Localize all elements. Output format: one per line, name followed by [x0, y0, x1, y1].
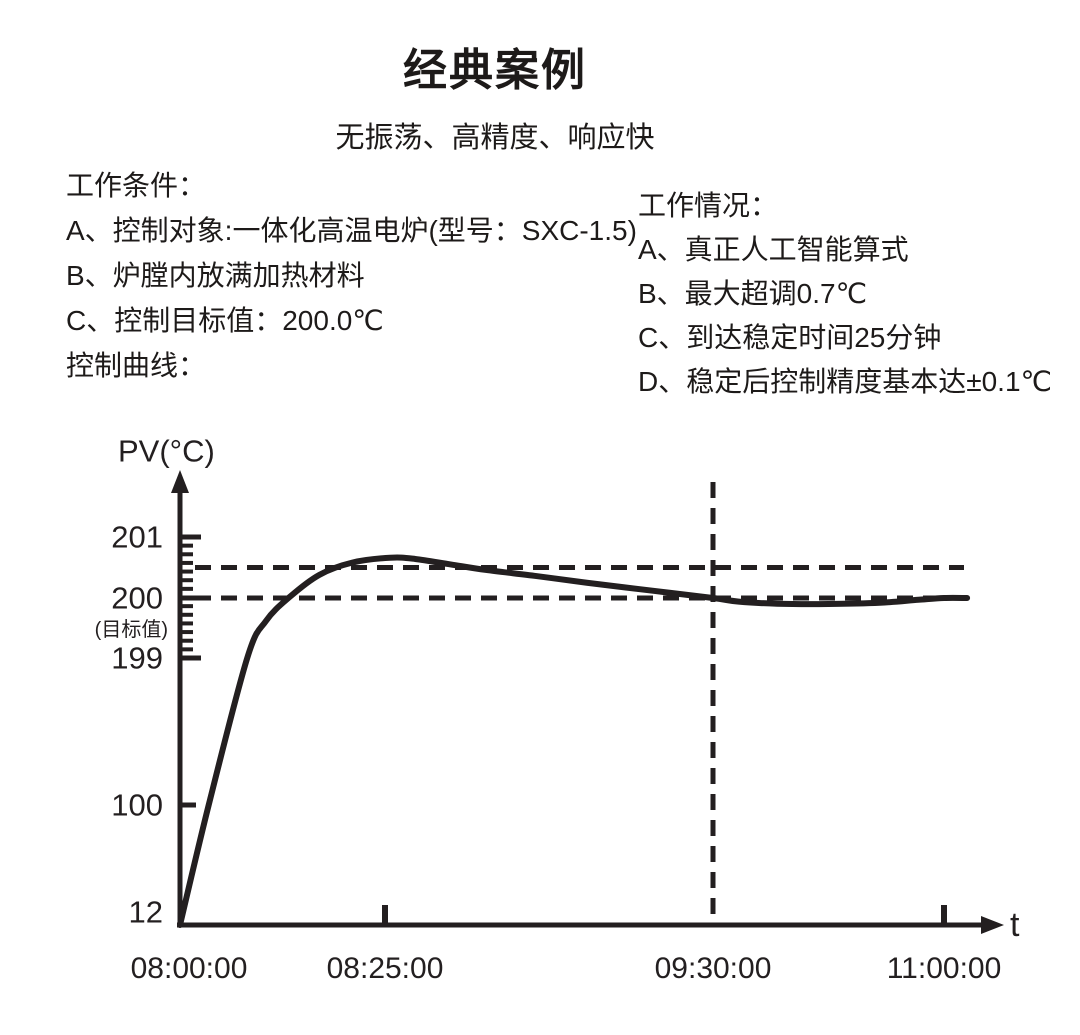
x-axis-title: t — [1010, 906, 1020, 944]
x-tick-label: 09:30:00 — [655, 952, 772, 985]
result-item-b: B、最大超调0.7℃ — [638, 278, 868, 309]
x-tick-label: 08:00:00 — [131, 952, 248, 985]
working-results-block: 工作情况： A、真正人工智能算式 B、最大超调0.7℃ C、到达稳定时间25分钟… — [638, 184, 1052, 404]
working-conditions-block: 工作条件： A、控制对象:一体化高温电炉(型号：SXC-1.5) B、炉膛内放满… — [66, 163, 637, 388]
y-target-note: (目标值) — [95, 618, 168, 641]
y-tick-label: 100 — [111, 788, 163, 823]
conditions-heading: 工作条件： — [66, 170, 207, 201]
x-tick-label: 08:25:00 — [327, 952, 444, 985]
condition-item-a: A、控制对象:一体化高温电炉(型号：SXC-1.5) — [66, 215, 637, 246]
page-title: 经典案例 — [403, 46, 587, 95]
pv-curve — [177, 554, 971, 928]
y-tick-label: 199 — [111, 641, 163, 676]
y-tick-label: 200 — [111, 581, 163, 616]
results-heading: 工作情况： — [638, 190, 779, 221]
y-tick-label: 201 — [111, 520, 163, 555]
result-item-d: D、稳定后控制精度基本达±0.1℃ — [638, 366, 1052, 397]
curve-caption: 控制曲线： — [66, 350, 207, 381]
condition-item-b: B、炉膛内放满加热材料 — [66, 260, 365, 291]
page-subtitle: 无振荡、高精度、响应快 — [335, 122, 655, 154]
y-tick-label: 12 — [129, 895, 163, 930]
x-tick-label: 11:00:00 — [887, 952, 1002, 985]
condition-item-c: C、控制目标值：200.0℃ — [66, 305, 384, 336]
header: 经典案例 无振荡、高精度、响应快 — [0, 34, 990, 156]
result-item-a: A、真正人工智能算式 — [638, 234, 909, 265]
y-axis-title: PV(°C) — [118, 434, 215, 469]
result-item-c: C、到达稳定时间25分钟 — [638, 322, 942, 353]
x-axis-arrow — [981, 916, 1004, 934]
y-axis-arrow — [171, 470, 189, 493]
